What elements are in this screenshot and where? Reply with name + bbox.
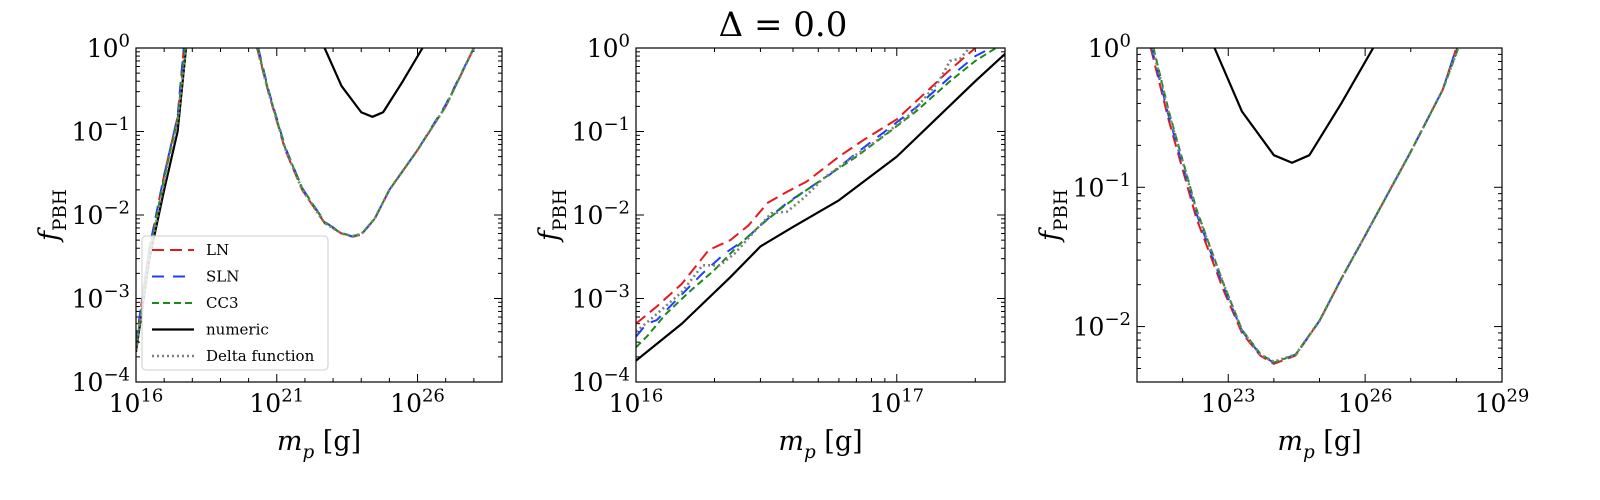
y-tick-label: 10−4 xyxy=(72,365,130,398)
series-ln-line xyxy=(636,48,976,325)
panel-2: 1016 1017 10−4 10−3 10−2 10−1 100 mp [g] fPBH xyxy=(534,31,1006,463)
x-axis-label: mp [g] xyxy=(277,426,361,463)
legend-label-cc3: CC3 xyxy=(206,294,239,312)
x-tick-label: 1029 xyxy=(1475,386,1530,419)
series-delta-function-line xyxy=(136,48,188,351)
legend-label-sln: SLN xyxy=(206,268,239,286)
x-tick-label: 1016 xyxy=(109,386,164,419)
y-tick-label: 10−3 xyxy=(572,281,630,314)
axes-frame xyxy=(635,47,1006,383)
series-numeric-line xyxy=(636,53,1005,362)
legend: LN SLN CC3 numeric Delta function xyxy=(141,235,329,371)
axis-ticks xyxy=(1136,47,1503,383)
y-tick-label: 10−4 xyxy=(572,365,630,398)
y-tick-label: 100 xyxy=(587,31,630,64)
y-tick-label: 10−2 xyxy=(72,198,130,231)
y-tick-label: 100 xyxy=(87,31,130,64)
y-tick-label: 10−3 xyxy=(72,281,130,314)
x-tick-label: 1026 xyxy=(1338,386,1393,419)
series-cc3-line xyxy=(1152,48,1460,364)
y-tick-label: 10−2 xyxy=(572,198,630,231)
y-tick-label: 10−1 xyxy=(72,114,130,147)
legend-label-delta-function: Delta function xyxy=(206,347,315,365)
panel-1: 1016 1021 1026 10−4 10−3 10−2 10−1 100 mp [g] fPB… xyxy=(34,31,503,463)
y-tick-label: 100 xyxy=(1088,31,1131,64)
series-cc3-line xyxy=(136,48,186,349)
figure-title: Δ = 0.0 xyxy=(719,5,848,45)
series-cc3-line xyxy=(256,48,475,238)
series-delta-function-line xyxy=(255,48,476,238)
axes-frame xyxy=(1136,47,1503,383)
y-tick-label: 10−2 xyxy=(1073,309,1131,342)
series-cc3-line xyxy=(636,48,997,349)
series-sln-line xyxy=(1150,48,1458,364)
x-tick-label: 1023 xyxy=(1201,386,1256,419)
x-axis-label: mp [g] xyxy=(778,426,862,463)
legend-box xyxy=(141,235,329,371)
y-tick-label: 10−1 xyxy=(1073,170,1131,203)
series-ln-line xyxy=(1149,48,1458,365)
series-delta-function-line xyxy=(636,48,971,333)
series-delta-function-line xyxy=(1151,48,1460,363)
y-tick-label: 10−1 xyxy=(572,114,630,147)
axis-ticks xyxy=(635,47,1005,383)
y-axis-label: fPBH xyxy=(534,189,571,243)
panel-3: 1023 1026 1029 10−2 10−1 100 mp [g] fPBH xyxy=(1035,31,1529,464)
series-numeric-line xyxy=(1213,48,1375,164)
series-sln-line xyxy=(257,48,475,238)
x-tick-label: 1017 xyxy=(869,386,924,419)
series-numeric-line xyxy=(323,48,424,118)
x-tick-label: 1016 xyxy=(609,386,664,419)
series-ln-line xyxy=(256,48,475,238)
axes-frame xyxy=(135,47,503,383)
legend-label-numeric: numeric xyxy=(206,321,269,339)
legend-label-ln: LN xyxy=(206,241,229,259)
series-sln-line xyxy=(636,48,992,338)
x-tick-label: 1021 xyxy=(249,386,304,419)
plot-area xyxy=(636,48,1005,362)
x-axis-label: mp [g] xyxy=(1277,426,1361,463)
y-axis-label: fPBH xyxy=(1035,189,1072,243)
y-axis-label: fPBH xyxy=(34,189,71,243)
plot-area xyxy=(1149,48,1460,365)
x-tick-label: 1026 xyxy=(390,386,445,419)
